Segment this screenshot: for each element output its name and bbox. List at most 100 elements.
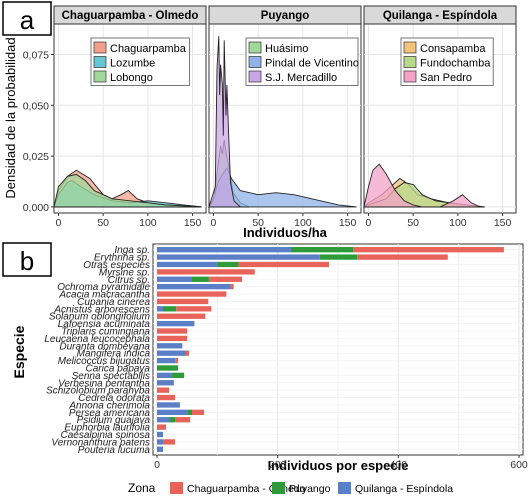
category-label: Acacia macracantha bbox=[58, 290, 150, 301]
category-label: Otras especies bbox=[83, 260, 150, 271]
y-tick-label: 0,000 bbox=[23, 202, 49, 214]
bar-segment bbox=[157, 343, 183, 349]
density-facet: Puyango Huásimo Pindal de Vicentino S.J. Me… bbox=[208, 5, 362, 229]
x-tick-label: 100 bbox=[449, 217, 467, 229]
facet-title: Quilanga - Espíndola bbox=[383, 10, 498, 22]
x-tick-label: 150 bbox=[494, 217, 512, 229]
density-curve bbox=[363, 163, 481, 208]
category-label: Carica papaya bbox=[86, 363, 151, 374]
bar-segment bbox=[163, 306, 177, 312]
facet-title: Puyango bbox=[261, 10, 310, 22]
bar-segment bbox=[157, 306, 164, 312]
bar-segment bbox=[157, 247, 291, 253]
legend-label: Lobongo bbox=[110, 72, 153, 84]
x-tick-label: 600 bbox=[510, 459, 528, 471]
category-label: Inga sp. bbox=[114, 245, 150, 256]
facet-strip bbox=[363, 5, 517, 25]
category-label: Pouteria lucuma bbox=[78, 445, 151, 456]
bar-segment bbox=[157, 417, 170, 423]
legend-label: S.J. Mercadillo bbox=[265, 72, 337, 84]
facet-strip bbox=[53, 5, 207, 25]
bar-segment bbox=[157, 365, 179, 371]
density-facets: Chaguarpamba - Olmedo Chaguarpamba Lozumbe… bbox=[53, 5, 517, 229]
legend-label: Lozumbe bbox=[110, 58, 155, 70]
bar-segment bbox=[175, 357, 179, 364]
bar-segment bbox=[157, 276, 192, 282]
category-label: Cedrela odorata bbox=[78, 393, 150, 404]
bar-segment bbox=[157, 269, 255, 275]
category-label: Vernonanthura patens bbox=[51, 437, 150, 448]
y-tick-label: 0,025 bbox=[23, 151, 49, 163]
legend-swatch bbox=[93, 56, 107, 68]
bar-segment bbox=[157, 335, 188, 342]
x-tick-label: 100 bbox=[139, 217, 157, 229]
density-facet: Quilanga - Espíndola Consapamba Fundochamb… bbox=[362, 5, 517, 229]
bar-segment bbox=[157, 283, 231, 290]
bar-segment bbox=[217, 261, 239, 268]
category-label: Melicoccus bijugatus bbox=[58, 356, 150, 367]
bar-segment bbox=[157, 254, 320, 260]
category-label: Caesalpinia spinosa bbox=[60, 430, 150, 441]
bar-segment bbox=[319, 254, 358, 260]
bar-segment bbox=[157, 402, 180, 408]
category-label: Triplaris cumingiana bbox=[61, 327, 150, 338]
panel-b-badge bbox=[2, 242, 52, 277]
category-label: Annona cherimola bbox=[68, 400, 150, 411]
bar-segment bbox=[357, 254, 448, 260]
x-tick-label: 0 bbox=[154, 459, 160, 471]
panel-a: a Densidad de la probabilidad Individuos… bbox=[2, 1, 517, 240]
legend-swatch bbox=[403, 41, 417, 54]
legend-label: Pindal de Vicentino bbox=[265, 58, 359, 70]
panel-b: b Especie Individuos por especie Inga sp… bbox=[2, 242, 528, 495]
panel-a-label: a bbox=[20, 5, 35, 35]
bar-segment bbox=[163, 439, 176, 445]
legend-label: Huásimo bbox=[265, 43, 308, 55]
bar-segment bbox=[157, 372, 173, 379]
legend-swatch bbox=[248, 56, 262, 68]
x-tick-label: 400 bbox=[390, 459, 408, 471]
panel-a-xlabel: Individuos/ha bbox=[243, 225, 328, 240]
panel-b-ylabel: Especie bbox=[11, 325, 27, 378]
facet-title: Chaguarpamba - Olmedo bbox=[62, 10, 199, 22]
bar-segment bbox=[157, 431, 164, 438]
legend-label: Consapamba bbox=[420, 43, 486, 55]
legend-swatch bbox=[248, 41, 262, 54]
bar-segment bbox=[230, 283, 234, 290]
category-label: Psidium guajava bbox=[77, 415, 151, 426]
bar-segment bbox=[353, 247, 504, 253]
bar-segment bbox=[238, 261, 329, 268]
density-curve bbox=[53, 173, 202, 208]
bar-segment bbox=[157, 446, 164, 452]
legend-swatch bbox=[93, 41, 107, 54]
category-label: Persea americana bbox=[69, 408, 151, 419]
bar-segment bbox=[191, 276, 209, 282]
bar-segment bbox=[157, 261, 218, 268]
category-label: Lafoensia acuminata bbox=[58, 319, 151, 330]
panel-b-label: b bbox=[20, 246, 34, 276]
bar-segment bbox=[157, 357, 176, 364]
bar-segment bbox=[185, 350, 189, 356]
x-tick-label: 50 bbox=[97, 217, 109, 229]
legend-swatch bbox=[338, 482, 351, 494]
legend-swatch bbox=[170, 482, 183, 494]
x-tick-label: 0 bbox=[211, 217, 217, 229]
density-curve bbox=[208, 36, 242, 208]
bar-segment bbox=[290, 247, 354, 253]
bar-segment bbox=[172, 372, 185, 379]
facet-strip bbox=[208, 5, 362, 25]
bar-segment bbox=[157, 291, 227, 297]
bar-segment bbox=[157, 394, 176, 401]
bar-segment bbox=[157, 380, 174, 386]
facet-legend bbox=[245, 37, 359, 86]
category-label: Citrus sp. bbox=[108, 275, 150, 286]
category-label: Myrsine sp. bbox=[99, 267, 150, 278]
category-label: Leucaena leucocephala bbox=[44, 334, 150, 345]
bar-segment bbox=[176, 306, 212, 312]
bar-segment bbox=[169, 417, 176, 423]
legend-label: Chaguarpamba - Olmedo bbox=[187, 483, 306, 495]
legend-title: Zona bbox=[128, 481, 156, 495]
x-tick-label: 150 bbox=[339, 217, 357, 229]
legend-label: Quilanga - Espíndola bbox=[355, 483, 453, 495]
category-label: Ochroma pyramidale bbox=[57, 282, 150, 293]
